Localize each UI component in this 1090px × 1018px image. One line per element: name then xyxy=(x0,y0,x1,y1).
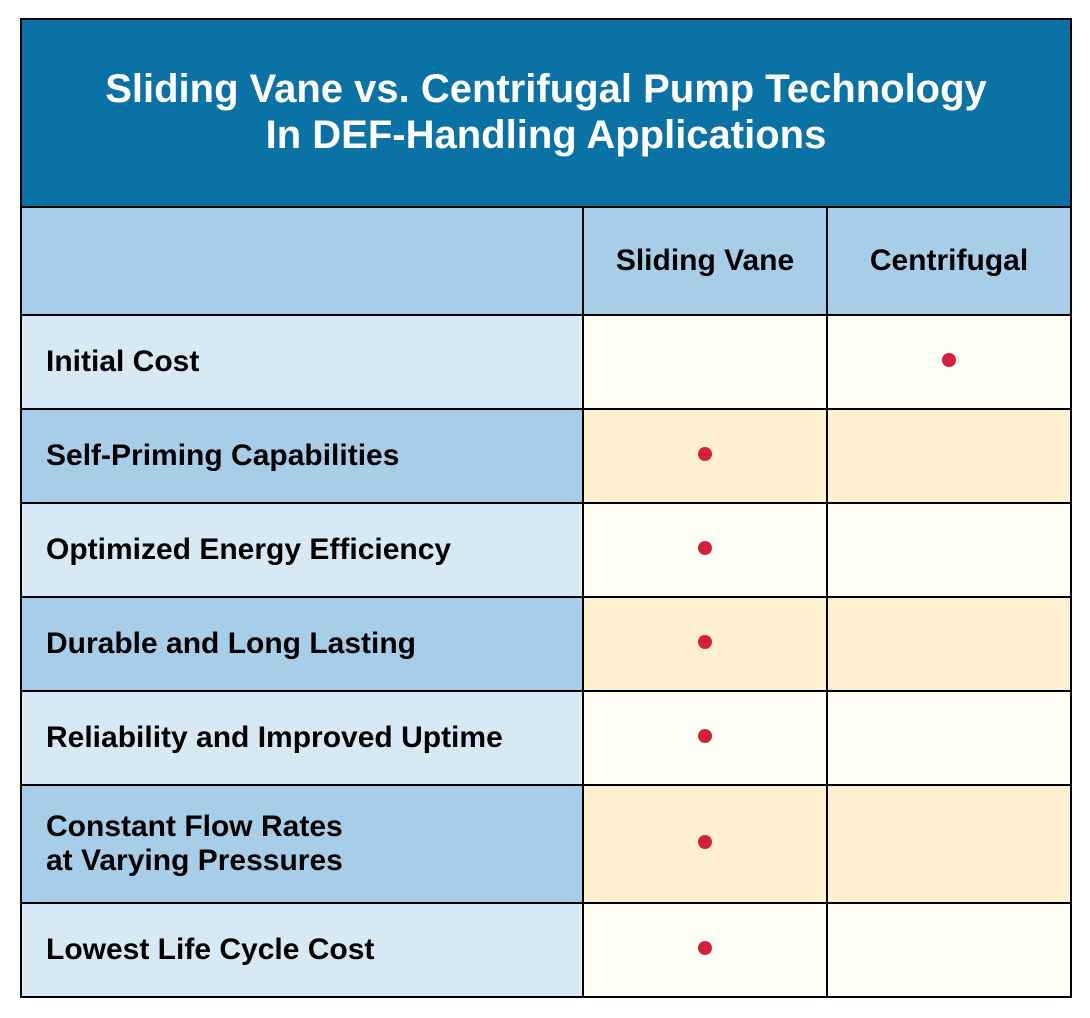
table-row: Optimized Energy Efficiency xyxy=(21,503,1071,597)
dot-icon xyxy=(942,353,956,367)
comparison-cell xyxy=(583,903,827,997)
comparison-cell xyxy=(827,597,1071,691)
dot-icon xyxy=(698,835,712,849)
title-line-1: Sliding Vane vs. Centrifugal Pump Techno… xyxy=(32,66,1060,112)
column-header-centrifugal: Centrifugal xyxy=(827,207,1071,315)
table-row: Self-Priming Capabilities xyxy=(21,409,1071,503)
comparison-cell xyxy=(583,503,827,597)
comparison-cell xyxy=(827,903,1071,997)
table-title: Sliding Vane vs. Centrifugal Pump Techno… xyxy=(21,19,1071,207)
comparison-cell xyxy=(583,597,827,691)
table-row: Reliability and Improved Uptime xyxy=(21,691,1071,785)
comparison-table: Sliding Vane vs. Centrifugal Pump Techno… xyxy=(20,18,1072,998)
dot-icon xyxy=(698,635,712,649)
column-header-sliding-vane: Sliding Vane xyxy=(583,207,827,315)
comparison-cell xyxy=(583,785,827,903)
dot-icon xyxy=(698,447,712,461)
dot-icon xyxy=(698,541,712,555)
table-body: Initial CostSelf-Priming CapabilitiesOpt… xyxy=(21,315,1071,997)
row-label: Optimized Energy Efficiency xyxy=(21,503,583,597)
row-label: Durable and Long Lasting xyxy=(21,597,583,691)
table-row: Constant Flow Ratesat Varying Pressures xyxy=(21,785,1071,903)
table-row: Durable and Long Lasting xyxy=(21,597,1071,691)
row-label: Lowest Life Cycle Cost xyxy=(21,903,583,997)
comparison-cell xyxy=(583,409,827,503)
title-row: Sliding Vane vs. Centrifugal Pump Techno… xyxy=(21,19,1071,207)
column-header-blank xyxy=(21,207,583,315)
column-header-row: Sliding Vane Centrifugal xyxy=(21,207,1071,315)
dot-icon xyxy=(698,729,712,743)
comparison-cell xyxy=(827,409,1071,503)
row-label: Self-Priming Capabilities xyxy=(21,409,583,503)
table-row: Initial Cost xyxy=(21,315,1071,409)
comparison-cell xyxy=(827,691,1071,785)
table-row: Lowest Life Cycle Cost xyxy=(21,903,1071,997)
comparison-cell xyxy=(583,691,827,785)
title-line-2: In DEF-Handling Applications xyxy=(32,112,1060,158)
comparison-cell xyxy=(827,315,1071,409)
comparison-cell xyxy=(827,503,1071,597)
comparison-cell xyxy=(583,315,827,409)
row-label: Initial Cost xyxy=(21,315,583,409)
comparison-cell xyxy=(827,785,1071,903)
row-label: Reliability and Improved Uptime xyxy=(21,691,583,785)
row-label: Constant Flow Ratesat Varying Pressures xyxy=(21,785,583,903)
